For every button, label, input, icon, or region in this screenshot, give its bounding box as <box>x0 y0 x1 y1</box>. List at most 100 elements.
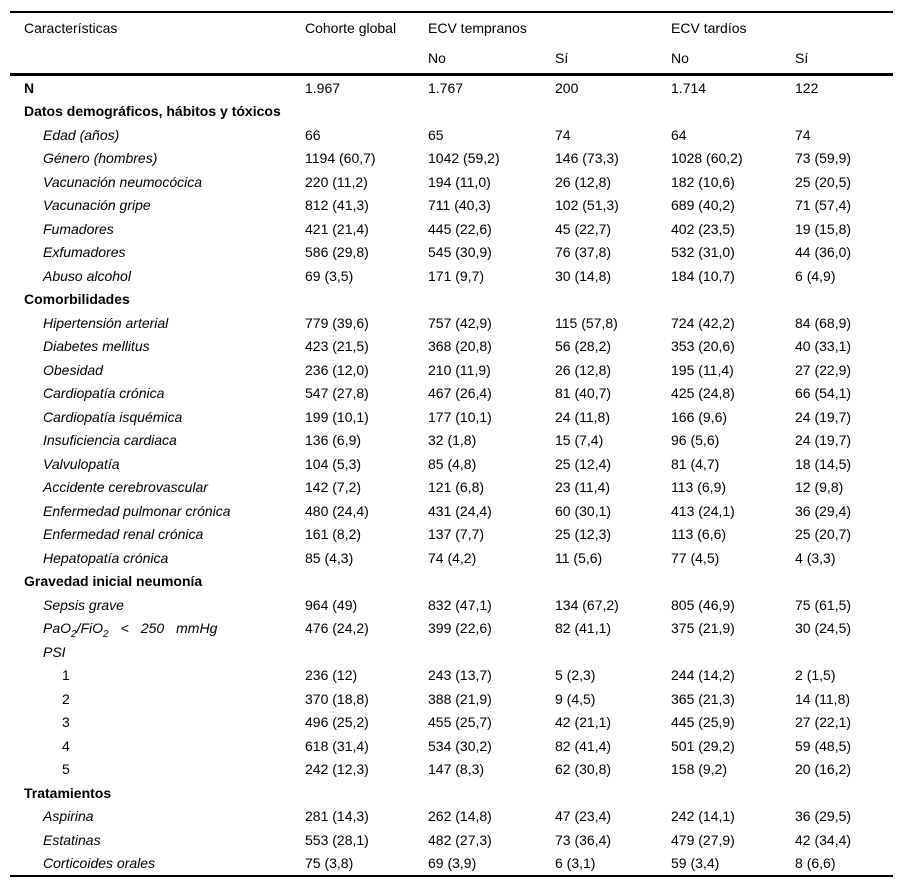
value-cell: 9 (4,5) <box>555 690 596 707</box>
row-label: N <box>24 79 35 96</box>
value-cell: 134 (67,2) <box>555 596 619 613</box>
value-cell: 26 (12,8) <box>555 361 612 378</box>
table-row: Gravedad inicial neumonía <box>10 570 893 594</box>
value-cell: 1.714 <box>671 79 707 96</box>
table-row: Diabetes mellitus 423 (21,5) 368 (20,8) 56 … <box>10 335 893 359</box>
value-cell: 23 (11,4) <box>555 479 610 496</box>
value-cell: 445 (22,6) <box>428 220 492 237</box>
value-cell: 121 (6,8) <box>428 479 485 496</box>
value-cell <box>555 288 671 312</box>
column-header-characteristics: Características <box>24 20 118 36</box>
value-cell: 496 (25,2) <box>305 714 369 731</box>
table-row: Enfermedad pulmonar crónica 480 (24,4) 431… <box>10 499 893 523</box>
row-label-part: /FiO <box>76 620 104 637</box>
header-row-groups: Características Cohorte global ECV tempr… <box>10 12 893 43</box>
value-cell: 42 (34,4) <box>795 831 852 848</box>
table-row: Edad (años) 66 65 74 64 74 <box>10 123 893 147</box>
value-cell: 210 (11,9) <box>428 361 491 378</box>
value-cell: 24 (19,7) <box>795 408 852 425</box>
table-row: Hepatopatía crónica 85 (4,3) 74 (4,2) 11 (5… <box>10 546 893 570</box>
value-cell: 18 (14,5) <box>795 455 852 472</box>
table-row: Cardiopatía isquémica 199 (10,1) 177 (10,1… <box>10 405 893 429</box>
value-cell: 26 (12,8) <box>555 173 612 190</box>
table-row: Abuso alcohol 69 (3,5) 171 (9,7) 30 (14,8) 1… <box>10 264 893 288</box>
value-cell: 14 (11,8) <box>795 690 851 707</box>
value-cell <box>671 288 795 312</box>
paper-table-page: Características Cohorte global ECV tempr… <box>0 11 903 892</box>
row-label: Datos demográficos, hábitos y tóxicos <box>24 103 281 120</box>
row-label: Exfumadores <box>43 244 126 261</box>
value-cell: 445 (25,9) <box>671 714 735 731</box>
value-cell: 711 (40,3) <box>428 197 491 214</box>
value-cell: 1.767 <box>428 79 464 96</box>
value-cell: 353 (20,6) <box>671 338 735 355</box>
value-cell: 85 (4,8) <box>428 455 477 472</box>
value-cell: 59 (48,5) <box>795 737 852 754</box>
value-cell: 27 (22,1) <box>795 714 852 731</box>
table-row: PSI <box>10 640 893 664</box>
table-row: N 1.967 1.767 200 1.714 122 <box>10 75 893 100</box>
row-label: Abuso alcohol <box>43 267 131 284</box>
value-cell: 122 <box>795 79 819 96</box>
value-cell: 32 (1,8) <box>428 432 477 449</box>
value-cell: 5 (2,3) <box>555 667 596 684</box>
value-cell: 184 (10,7) <box>671 267 735 284</box>
value-cell: 281 (14,3) <box>305 808 369 825</box>
value-cell: 161 (8,2) <box>305 526 362 543</box>
table-row: 4 618 (31,4) 534 (30,2) 82 (41,4) 501 (29,2)… <box>10 734 893 758</box>
value-cell: 413 (24,1) <box>671 502 735 519</box>
table-row: Accidente cerebrovascular 142 (7,2) 121 (6… <box>10 476 893 500</box>
value-cell: 242 (12,3) <box>305 761 369 778</box>
value-cell: 8 (6,6) <box>795 855 836 872</box>
value-cell: 171 (9,7) <box>428 267 485 284</box>
value-cell: 423 (21,5) <box>305 338 369 355</box>
value-cell: 262 (14,8) <box>428 808 492 825</box>
value-cell: 74 <box>795 126 811 143</box>
row-label: Género (hombres) <box>43 150 158 167</box>
value-cell: 77 (4,5) <box>671 549 720 566</box>
value-cell: 812 (41,3) <box>305 197 369 214</box>
value-cell: 75 (61,5) <box>795 596 852 613</box>
value-cell: 220 (11,2) <box>305 173 368 190</box>
row-label: PaO2/FiO2 <250 mmHg <box>10 617 305 641</box>
table-row: PaO2/FiO2 <250 mmHg 476 (24,2) 399 (22,6) 82 … <box>10 617 893 641</box>
header-row-subcolumns: No Sí No Sí <box>10 43 893 75</box>
value-cell: 82 (41,1) <box>555 620 612 637</box>
value-cell: 547 (27,8) <box>305 385 369 402</box>
value-cell: 24 (11,8) <box>555 408 610 425</box>
value-cell: 42 (21,1) <box>555 714 612 731</box>
value-cell <box>305 570 428 594</box>
table-row: Obesidad 236 (12,0) 210 (11,9) 26 (12,8) 195… <box>10 358 893 382</box>
value-cell: 44 (36,0) <box>795 244 852 261</box>
value-cell: 76 (37,8) <box>555 244 612 261</box>
table-row: Fumadores 421 (21,4) 445 (22,6) 45 (22,7) 40… <box>10 217 893 241</box>
table-row: Valvulopatía 104 (5,3) 85 (4,8) 25 (12,4) 81… <box>10 452 893 476</box>
value-cell: 30 (14,8) <box>555 267 612 284</box>
value-cell: 200 <box>555 79 579 96</box>
value-cell: 102 (51,3) <box>555 197 619 214</box>
value-cell: 64 <box>671 126 687 143</box>
value-cell: 479 (27,9) <box>671 831 735 848</box>
value-cell: 2 (1,5) <box>795 667 836 684</box>
table-row: Exfumadores 586 (29,8) 545 (30,9) 76 (37,8)… <box>10 241 893 265</box>
value-cell: 20 (16,2) <box>795 761 852 778</box>
value-cell <box>428 570 555 594</box>
header-spacer <box>10 43 305 75</box>
value-cell <box>428 781 555 805</box>
row-label-part: 250 <box>140 620 165 637</box>
table-row: Hipertensión arterial 779 (39,6) 757 (42,9… <box>10 311 893 335</box>
row-label: Diabetes mellitus <box>43 338 150 355</box>
value-cell: 199 (10,1) <box>305 408 369 425</box>
value-cell <box>305 288 428 312</box>
value-cell: 244 (14,2) <box>671 667 735 684</box>
value-cell: 545 (30,9) <box>428 244 492 261</box>
value-cell: 431 (24,4) <box>428 502 492 519</box>
table-header: Características Cohorte global ECV tempr… <box>10 12 894 75</box>
value-cell: 73 (59,9) <box>795 150 852 167</box>
value-cell: 36 (29,5) <box>795 808 852 825</box>
table-row: Datos demográficos, hábitos y tóxicos <box>10 100 893 124</box>
value-cell: 757 (42,9) <box>428 314 492 331</box>
value-cell: 60 (30,1) <box>555 502 612 519</box>
value-cell: 62 (30,8) <box>555 761 612 778</box>
value-cell <box>795 288 893 312</box>
